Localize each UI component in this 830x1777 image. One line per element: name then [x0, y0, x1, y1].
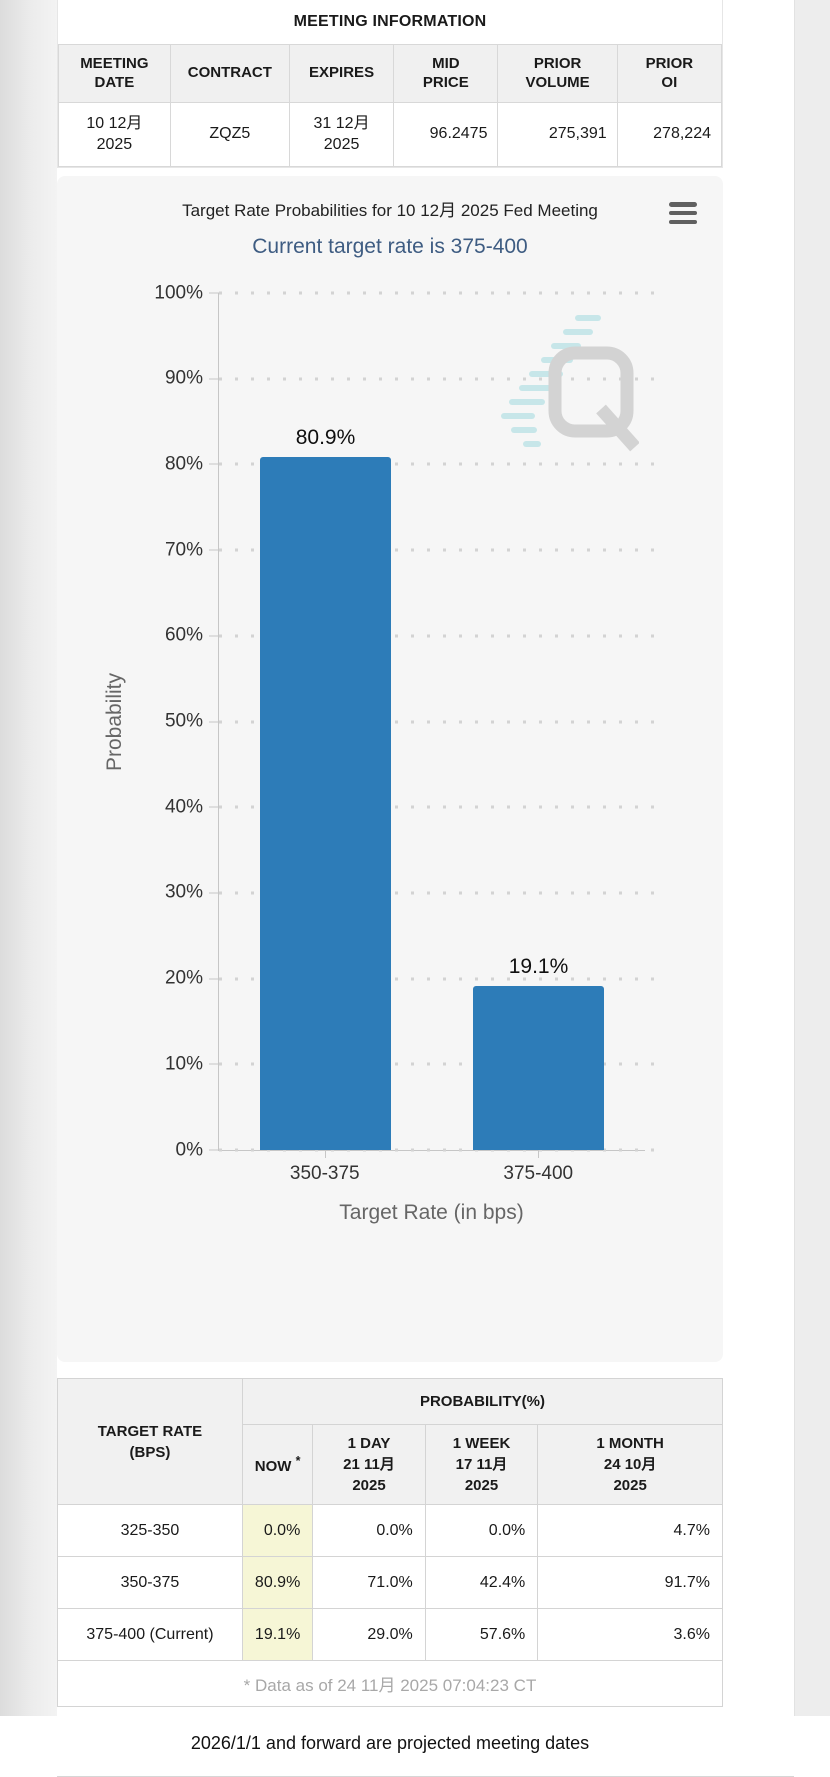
footnote-row: * Data as of 24 11月 2025 07:04:23 CT — [57, 1660, 723, 1707]
month-value: 4.7% — [537, 1504, 723, 1557]
gridline-100%: 100% — [154, 282, 655, 303]
y-tick-label: 100% — [154, 282, 203, 303]
gridline-60%: 60% — [165, 625, 655, 646]
one-day-header: 1 DAY 21 11月 2025 — [312, 1424, 426, 1505]
col-header-mid-price: MID PRICE — [393, 44, 499, 103]
day-value: 71.0% — [312, 1556, 426, 1609]
week-value: 0.0% — [424, 1504, 539, 1557]
x-axis-labels: 350-375 375-400 — [218, 1151, 645, 1185]
x-tick-label-350-375: 350-375 — [218, 1151, 432, 1185]
rate-375-400-current: 375-400 (Current) — [57, 1608, 243, 1661]
col-header-contract: CONTRACT — [169, 44, 290, 103]
week-value: 57.6% — [424, 1608, 539, 1661]
gridline-10%: 10% — [165, 1053, 655, 1074]
col-header-prior-oi: PRIOR OI — [616, 44, 723, 103]
target-rate-chart-panel: Target Rate Probabilities for 10 12月 202… — [57, 176, 723, 1362]
now-value: 80.9% — [241, 1556, 314, 1609]
table-row: 350-375 80.9% 71.0% 42.4% 91.7% — [57, 1556, 723, 1609]
page-right-gutter — [794, 0, 830, 1716]
bar-375-400[interactable] — [473, 986, 604, 1150]
now-header-asterisk: * — [295, 1453, 301, 1468]
x-tick-label-375-400: 375-400 — [432, 1151, 646, 1185]
projected-dates-note: 2026/1/1 and forward are projected meeti… — [190, 1733, 590, 1753]
page-left-gutter — [0, 0, 57, 1716]
now-header-label: NOW — [254, 1457, 292, 1475]
y-tick-label: 70% — [164, 539, 203, 561]
table-row: 325-350 0.0% 0.0% 0.0% 4.7% — [57, 1504, 723, 1557]
gridline-90%: 90% — [165, 368, 655, 389]
gridline-50%: 50% — [165, 711, 655, 732]
meeting-information-table: MEETING DATE CONTRACT EXPIRES MID PRICE … — [58, 44, 723, 167]
chart-title: Target Rate Probabilities for 10 12月 202… — [182, 201, 598, 220]
y-tick-label: 10% — [164, 1053, 203, 1075]
y-tick-label: 90% — [164, 367, 203, 389]
mid-price-value: 96.2475 — [393, 102, 499, 167]
bar-data-label: 19.1% — [508, 955, 569, 979]
rate-325-350: 325-350 — [57, 1504, 243, 1557]
now-value: 19.1% — [241, 1608, 314, 1661]
gridline-70%: 70% — [165, 539, 655, 560]
gridline-40%: 40% — [165, 796, 655, 817]
probability-table: TARGET RATE (BPS) PROBABILITY(%) NOW * 1… — [57, 1378, 724, 1707]
bar-350-375[interactable] — [260, 456, 391, 1150]
gridline-20%: 20% — [165, 968, 655, 989]
gridline-80%: 80% — [165, 453, 655, 474]
now-header: NOW * — [241, 1424, 314, 1505]
x-axis-title: Target Rate (in bps) — [339, 1201, 524, 1224]
meeting-information-panel: MEETING INFORMATION MEETING DATE CONTRAC… — [57, 0, 723, 168]
one-week-header: 1 WEEK 17 11月 2025 — [424, 1424, 539, 1505]
target-rate-bps-header: TARGET RATE (BPS) — [57, 1378, 243, 1505]
y-tick-label: 0% — [175, 1139, 203, 1160]
month-value: 91.7% — [537, 1556, 723, 1609]
col-header-expires: EXPIRES — [288, 44, 395, 103]
bars-row: 80.9% 19.1% — [219, 293, 645, 1150]
contract-value: ZQZ5 — [169, 102, 290, 167]
y-tick-label: 20% — [164, 967, 203, 989]
chart-plot: 0% 10% 20% 30% 40% 50% 60% 70% 80% 90% 100% 80.9% 19… — [154, 282, 655, 1160]
day-value: 29.0% — [312, 1608, 426, 1661]
week-value: 42.4% — [424, 1556, 539, 1609]
month-value: 3.6% — [537, 1608, 723, 1661]
y-tick-label: 80% — [164, 453, 203, 475]
data-as-of-footnote: * Data as of 24 11月 2025 07:04:23 CT — [57, 1660, 723, 1707]
one-month-header: 1 MONTH 24 10月 2025 — [537, 1424, 723, 1505]
prior-oi-value: 278,224 — [616, 102, 723, 167]
gridline-0%: 0% — [176, 1139, 655, 1160]
chart-subtitle: Current target rate is 375-400 — [252, 235, 528, 258]
y-tick-label: 30% — [164, 881, 203, 903]
main-content: MEETING INFORMATION MEETING DATE CONTRAC… — [57, 0, 794, 1777]
bar-data-label: 80.9% — [295, 425, 356, 449]
y-tick-label: 60% — [164, 624, 203, 646]
prior-volume-value: 275,391 — [497, 102, 618, 167]
chart-menu-icon[interactable] — [669, 202, 697, 224]
rate-350-375: 350-375 — [57, 1556, 243, 1609]
y-tick-label: 40% — [164, 796, 203, 818]
bar-slot-375-400: 19.1% — [432, 293, 645, 1150]
expires-value: 31 12月 2025 — [288, 102, 395, 167]
y-axis-title-probability: Probability — [103, 672, 126, 772]
meeting-date-value: 10 12月 2025 — [58, 102, 171, 167]
probability-group-header: PROBABILITY(%) — [241, 1378, 724, 1425]
day-value: 0.0% — [312, 1504, 426, 1557]
now-value: 0.0% — [241, 1504, 314, 1557]
col-header-prior-volume: PRIOR VOLUME — [497, 44, 618, 103]
meeting-information-title: MEETING INFORMATION — [293, 13, 487, 30]
bar-slot-350-375: 80.9% — [219, 293, 432, 1150]
y-tick-label: 50% — [164, 710, 203, 732]
table-row: 375-400 (Current) 19.1% 29.0% 57.6% 3.6% — [57, 1608, 723, 1661]
meeting-info-row: 10 12月 2025 ZQZ5 31 12月 2025 96.2475 275… — [58, 102, 723, 167]
gridline-30%: 30% — [165, 882, 655, 903]
col-header-meeting-date: MEETING DATE — [58, 44, 171, 103]
